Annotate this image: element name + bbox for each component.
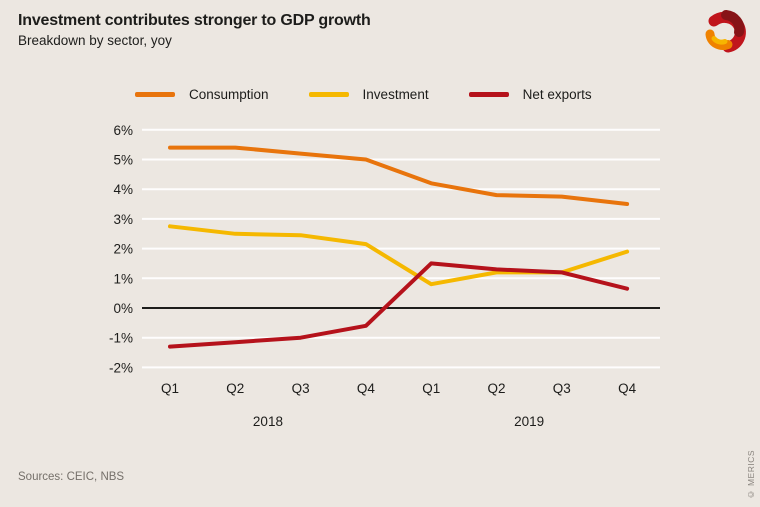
y-tick-label: 2% [113,242,133,257]
y-tick-label: -2% [109,360,133,375]
legend-label-investment: Investment [362,87,429,102]
line-consumption [168,145,630,206]
legend-swatch-consumption [135,92,175,97]
y-tick-label: 0% [113,301,133,316]
x-tick-label: Q2 [487,381,505,396]
legend-label-consumption: Consumption [189,87,269,102]
x-tick-label: Q4 [618,381,637,396]
legend-item-investment: Investment [308,87,429,102]
chart-svg: 6% 5% 4% 3% 2% 1% 0% -1% -2% Q1 Q2 Q3 Q4 Q1 Q2 Q3 Q4 2018… [109,123,660,429]
y-tick-label: 6% [113,123,133,138]
legend-label-net-exports: Net exports [522,87,592,102]
line-investment [168,224,630,287]
y-tick-label: 4% [113,182,133,197]
x-tick-label: Q2 [226,381,244,396]
line-net-exports [168,261,630,349]
x-group-label: 2018 [253,414,283,429]
x-tick-label: Q4 [357,381,376,396]
x-tick-label: Q3 [553,381,571,396]
y-tick-label: 1% [113,271,133,286]
legend-item-net-exports: Net exports [468,87,592,102]
legend-swatch-investment [308,92,349,97]
x-group-label: 2019 [514,414,544,429]
chart-legend: Consumption Investment Net exports [135,87,592,102]
y-tick-label: 5% [113,153,133,168]
page-subtitle: Breakdown by sector, yoy [18,33,172,48]
page-title: Investment contributes stronger to GDP g… [18,12,371,29]
x-tick-label: Q1 [161,381,179,396]
copyright-note: © MERICS [746,449,756,499]
merics-logo [705,10,746,53]
sources-note: Sources: CEIC, NBS [18,471,125,483]
legend-swatch-net-exports [468,92,509,97]
y-tick-label: 3% [113,212,133,227]
y-tick-label: -1% [109,331,133,346]
x-tick-label: Q3 [292,381,310,396]
legend-item-consumption: Consumption [135,87,269,102]
x-tick-label: Q1 [422,381,440,396]
